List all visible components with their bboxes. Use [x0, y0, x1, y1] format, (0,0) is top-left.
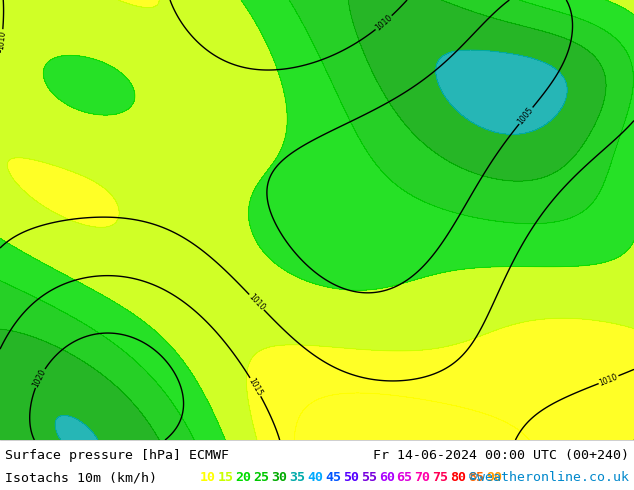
- Text: Surface pressure [hPa] ECMWF: Surface pressure [hPa] ECMWF: [5, 448, 229, 462]
- Text: ©weatheronline.co.uk: ©weatheronline.co.uk: [469, 471, 629, 484]
- Text: 20: 20: [235, 471, 252, 484]
- Text: 70: 70: [415, 471, 430, 484]
- Text: 40: 40: [307, 471, 323, 484]
- Text: Isotachs 10m (km/h): Isotachs 10m (km/h): [5, 471, 157, 484]
- Text: 1015: 1015: [247, 376, 264, 397]
- Text: 60: 60: [378, 471, 395, 484]
- Text: 1020: 1020: [32, 368, 48, 389]
- Text: 45: 45: [325, 471, 341, 484]
- Text: 90: 90: [486, 471, 502, 484]
- Text: 50: 50: [343, 471, 359, 484]
- Text: 1010: 1010: [598, 372, 619, 388]
- Text: Fr 14-06-2024 00:00 UTC (00+240): Fr 14-06-2024 00:00 UTC (00+240): [373, 448, 629, 462]
- Text: 1010: 1010: [247, 292, 266, 312]
- Text: 55: 55: [361, 471, 377, 484]
- Text: 25: 25: [254, 471, 269, 484]
- Text: 1005: 1005: [516, 105, 536, 126]
- Text: 1010: 1010: [0, 30, 8, 50]
- Text: 30: 30: [271, 471, 287, 484]
- Text: 1010: 1010: [373, 13, 394, 32]
- Text: 85: 85: [469, 471, 484, 484]
- Text: 15: 15: [217, 471, 233, 484]
- Text: 35: 35: [289, 471, 305, 484]
- Text: 75: 75: [432, 471, 448, 484]
- Text: 10: 10: [200, 471, 216, 484]
- Text: 80: 80: [450, 471, 467, 484]
- Text: 65: 65: [397, 471, 413, 484]
